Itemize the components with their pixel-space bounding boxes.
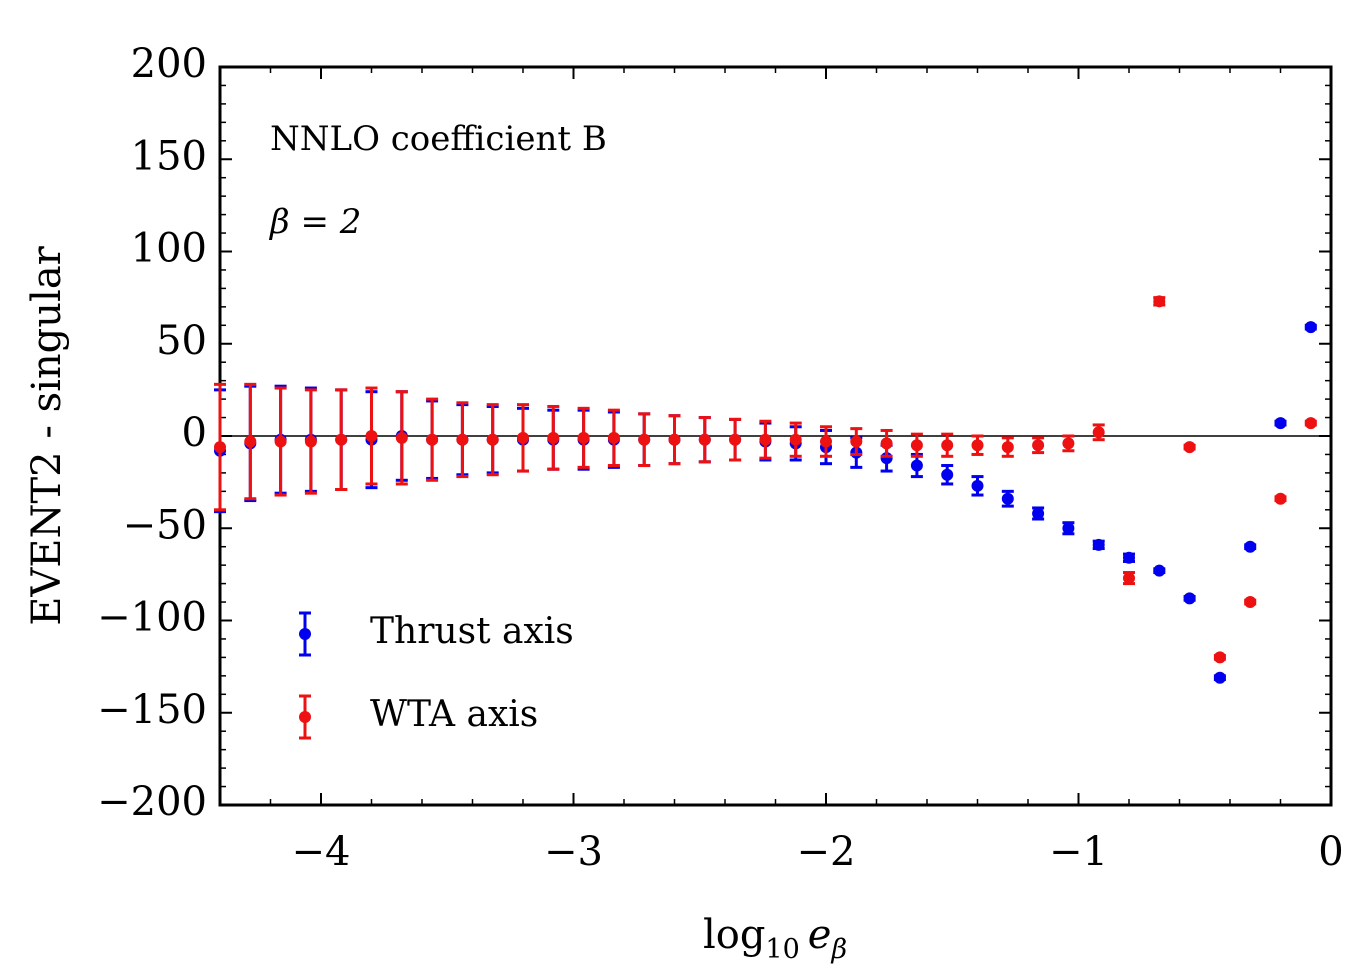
- data-point: [335, 433, 348, 446]
- legend-marker: [299, 711, 311, 723]
- data-point: [1183, 441, 1196, 454]
- data-point: [971, 479, 984, 492]
- data-point: [1092, 538, 1105, 551]
- data-point: [941, 439, 954, 452]
- x-tick-labels: −4 −3 −2 −1 0: [292, 829, 1344, 875]
- data-point: [1092, 426, 1105, 439]
- data-point: [395, 431, 408, 444]
- data-point: [274, 435, 287, 448]
- data-point: [1183, 592, 1196, 605]
- data-point: [789, 433, 802, 446]
- data-point: [365, 430, 378, 442]
- x-axis-label-base-subscript: 10: [765, 934, 799, 965]
- data-point: [1304, 417, 1317, 430]
- data-point: [729, 433, 742, 446]
- data-point: [577, 431, 590, 444]
- x-axis-label: log10 eβ: [703, 912, 847, 965]
- y-tick-label: −50: [123, 502, 207, 548]
- y-tick-label: −100: [97, 595, 207, 641]
- x-tick-label: −4: [292, 829, 351, 875]
- data-point: [850, 435, 863, 448]
- legend-item-wta-axis: WTA axis: [299, 694, 538, 740]
- data-point: [941, 468, 954, 481]
- y-tick-label: −200: [97, 779, 207, 825]
- data-point: [1062, 437, 1075, 450]
- y-tick-label: 150: [131, 133, 207, 179]
- data-point: [698, 433, 711, 446]
- data-point: [426, 433, 439, 446]
- data-point: [486, 433, 499, 446]
- data-point: [1001, 492, 1014, 505]
- data-point: [1001, 441, 1014, 454]
- data-point: [214, 441, 226, 454]
- x-axis-label-variable: e: [808, 912, 832, 958]
- x-axis-label-variable-subscript: β: [830, 934, 847, 965]
- data-point: [517, 431, 529, 444]
- data-point: [1032, 507, 1045, 520]
- annotation-title: NNLO coefficient B: [270, 119, 607, 159]
- data-point: [1123, 572, 1135, 585]
- data-point: [1153, 564, 1166, 577]
- data-point: [1244, 596, 1257, 609]
- data-point: [759, 433, 772, 446]
- data-point: [244, 435, 257, 448]
- x-tick-label: 0: [1318, 829, 1343, 875]
- data-point: [456, 433, 469, 446]
- data-point: [1153, 295, 1166, 308]
- data-point: [1123, 551, 1135, 564]
- y-axis-label: EVENT2 - singular: [24, 245, 70, 625]
- y-tick-labels: 200 150 100 50 0 −50 −100 −150 −200: [97, 41, 207, 825]
- data-point: [1213, 651, 1226, 664]
- data-point: [1274, 492, 1287, 505]
- legend-label: Thrust axis: [370, 611, 574, 652]
- x-tick-label: −2: [797, 829, 856, 875]
- data-point: [1213, 671, 1226, 684]
- data-point: [910, 459, 923, 472]
- x-tick-label: −1: [1049, 829, 1108, 875]
- data-point: [971, 439, 984, 452]
- y-tick-label: 50: [156, 318, 207, 364]
- x-axis-label-base: log: [703, 912, 765, 958]
- data-point: [910, 439, 923, 452]
- data-point: [1062, 522, 1075, 535]
- data-point: [1274, 417, 1287, 430]
- y-tick-label: 0: [182, 410, 207, 456]
- data-point: [1244, 540, 1257, 553]
- series-layer: [214, 295, 1317, 684]
- data-point: [607, 431, 620, 444]
- minor-ticks: [219, 67, 1331, 805]
- data-point: [638, 433, 651, 446]
- x-tick-label: −3: [544, 829, 603, 875]
- series-wta-axis: [214, 295, 1317, 664]
- data-point: [668, 433, 681, 446]
- data-point: [547, 431, 560, 444]
- y-tick-label: 100: [131, 226, 207, 272]
- data-point: [820, 435, 832, 448]
- legend-label: WTA axis: [370, 694, 538, 735]
- data-point: [304, 435, 317, 448]
- y-tick-label: 200: [131, 41, 207, 87]
- data-point: [1032, 439, 1045, 452]
- y-tick-label: −150: [97, 687, 207, 733]
- annotation-beta: β = 2: [268, 202, 361, 242]
- data-point: [880, 437, 893, 450]
- data-point: [1304, 321, 1317, 334]
- legend: Thrust axis WTA axis: [299, 611, 574, 740]
- legend-item-thrust-axis: Thrust axis: [299, 611, 574, 657]
- legend-marker: [299, 628, 311, 640]
